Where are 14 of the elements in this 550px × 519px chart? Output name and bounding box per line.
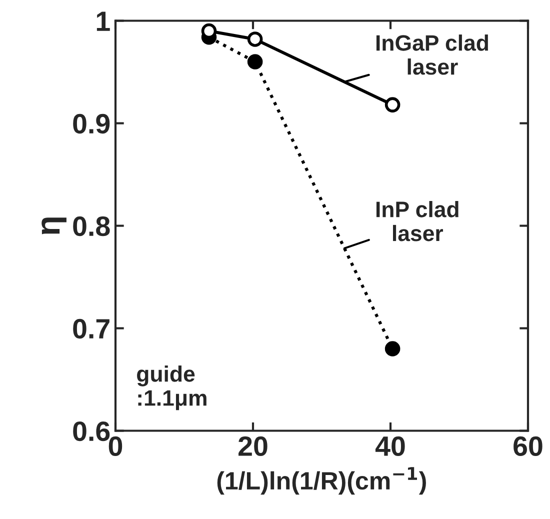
y-tick-label: 1 <box>96 12 110 31</box>
y-axis-title: η <box>42 218 66 234</box>
x-tick-label: 20 <box>238 436 268 456</box>
series-label: InP clad laser <box>376 200 458 242</box>
y-tick-label: 0.8 <box>73 216 110 236</box>
y-tick-label: 0.6 <box>73 421 110 442</box>
y-tick-label: 0.9 <box>73 114 110 134</box>
series-label: InGaP clad laser <box>376 34 488 75</box>
annotation: guide :1.1μm <box>137 366 206 410</box>
x-tick-label: 0 <box>108 436 122 456</box>
y-tick-label: 0.7 <box>73 318 110 339</box>
x-tick-label: 60 <box>514 436 542 456</box>
x-tick-label: 40 <box>375 436 405 456</box>
x-axis-title: (1/L)ln(1/R)(cm$^{−1}$) <box>217 467 426 495</box>
